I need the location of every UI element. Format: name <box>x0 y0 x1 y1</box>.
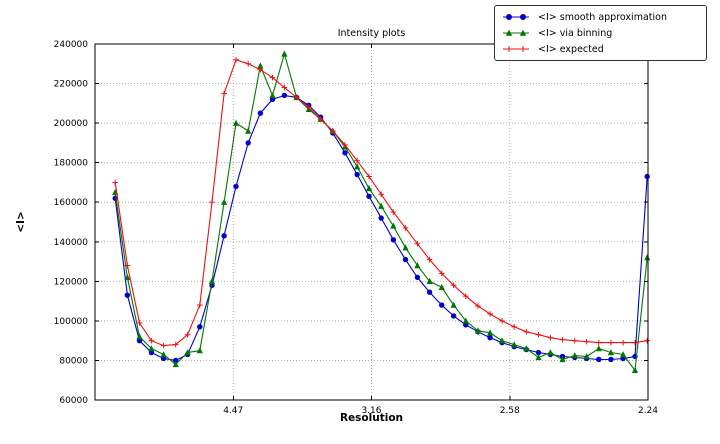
series-marker-binning <box>232 119 240 126</box>
series-marker-binning <box>450 301 457 308</box>
y-tick-label: 180000 <box>54 159 89 169</box>
series-marker-smooth <box>281 92 288 99</box>
y-tick-label: 80000 <box>59 356 88 366</box>
series-marker-smooth <box>644 173 650 180</box>
series-marker-binning <box>208 277 216 285</box>
series-marker-binning <box>148 345 155 352</box>
series-marker-binning <box>498 337 506 344</box>
series-marker-smooth <box>414 274 421 281</box>
series-marker-binning <box>644 254 651 261</box>
y-tick-label: 240000 <box>54 40 89 50</box>
series-line-binning <box>114 51 648 372</box>
series-marker-smooth <box>354 171 360 178</box>
series-marker-smooth <box>535 349 542 356</box>
y-tick-label: 220000 <box>54 80 89 90</box>
y-tick-label: 160000 <box>54 198 89 208</box>
series-marker-binning <box>535 354 542 361</box>
series-marker-smooth <box>233 183 239 190</box>
legend-item-expected: <I> expected <box>501 41 700 57</box>
series-marker-smooth <box>439 302 445 308</box>
series-marker-smooth <box>221 233 227 239</box>
series-marker-smooth <box>245 140 251 146</box>
series-marker-binning <box>631 366 639 374</box>
series-marker-binning <box>402 244 409 251</box>
x-tick-label: 3.16 <box>361 406 381 416</box>
series-marker-binning <box>426 277 433 285</box>
chart-title: Intensity plots <box>337 28 406 39</box>
legend-sample-triangle-icon <box>503 29 529 36</box>
series-marker-binning <box>474 327 482 334</box>
y-tick-label: 60000 <box>59 396 88 406</box>
series-marker-smooth <box>197 324 203 330</box>
y-tick-label: 200000 <box>54 119 89 129</box>
series-marker-binning <box>559 356 566 363</box>
y-tick-label: 140000 <box>54 238 89 248</box>
series-marker-smooth <box>426 289 433 295</box>
series-marker-smooth <box>450 313 457 319</box>
series-marker-smooth <box>124 292 131 298</box>
legend-label: <I> smooth approximation <box>538 11 667 23</box>
series-marker-smooth <box>390 237 397 243</box>
series-marker-smooth <box>402 256 409 263</box>
series-marker-binning <box>160 351 167 358</box>
series-marker-binning <box>257 62 264 69</box>
y-tick-label: 100000 <box>54 317 89 327</box>
series-marker-binning <box>390 222 397 229</box>
triangle-marker-icon <box>519 29 527 36</box>
series-marker-binning <box>221 198 228 205</box>
legend: <I> smooth approximation <I> via binning… <box>494 5 707 61</box>
series-marker-binning <box>245 127 252 134</box>
series-marker-smooth <box>487 335 493 341</box>
triangle-marker-icon <box>505 29 513 36</box>
series-marker-binning <box>378 202 385 209</box>
legend-sample-plus-icon <box>503 46 529 52</box>
legend-sample-circle-icon <box>503 14 529 20</box>
y-tick-label: 120000 <box>54 277 89 287</box>
legend-label: <I> via binning <box>538 27 613 39</box>
x-tick-label: 2.58 <box>500 406 520 416</box>
series-marker-binning <box>620 351 627 358</box>
y-axis-label: <I> <box>15 211 27 233</box>
series-marker-smooth <box>596 356 602 363</box>
series-marker-binning <box>571 352 578 359</box>
series-marker-binning <box>547 349 554 356</box>
series-marker-binning <box>487 329 494 336</box>
series-marker-binning <box>184 349 191 356</box>
series-marker-binning <box>511 341 518 348</box>
series-marker-binning <box>523 345 530 352</box>
series-marker-binning <box>172 361 179 368</box>
series-marker-smooth <box>366 193 372 199</box>
series-marker-binning <box>281 50 288 57</box>
series-marker-binning <box>583 353 590 360</box>
x-axis-label: Resolution <box>339 412 404 424</box>
legend-item-smooth: <I> smooth approximation <box>501 9 700 25</box>
series-marker-binning <box>269 92 276 99</box>
series-marker-binning <box>462 317 469 324</box>
series-marker-smooth <box>342 150 348 156</box>
series-marker-smooth <box>378 215 384 221</box>
legend-label: <I> expected <box>538 43 604 55</box>
series-marker-binning <box>136 333 143 340</box>
x-tick-label: 4.47 <box>223 406 243 416</box>
series-marker-smooth <box>173 357 179 364</box>
series-marker-binning <box>438 283 445 290</box>
series-marker-binning <box>414 262 421 269</box>
circle-marker-icon <box>506 14 512 20</box>
series-marker-binning <box>595 345 602 352</box>
series-marker-binning <box>365 184 373 192</box>
series-marker-smooth <box>257 110 264 116</box>
x-tick-label: 2.24 <box>638 406 658 416</box>
series-marker-binning <box>354 163 361 170</box>
series-marker-binning <box>124 273 131 281</box>
circle-marker-icon <box>520 14 526 20</box>
series-marker-binning <box>196 347 203 354</box>
series-marker-smooth <box>608 356 614 363</box>
legend-item-binning: <I> via binning <box>501 25 700 41</box>
series-marker-binning <box>607 349 615 356</box>
